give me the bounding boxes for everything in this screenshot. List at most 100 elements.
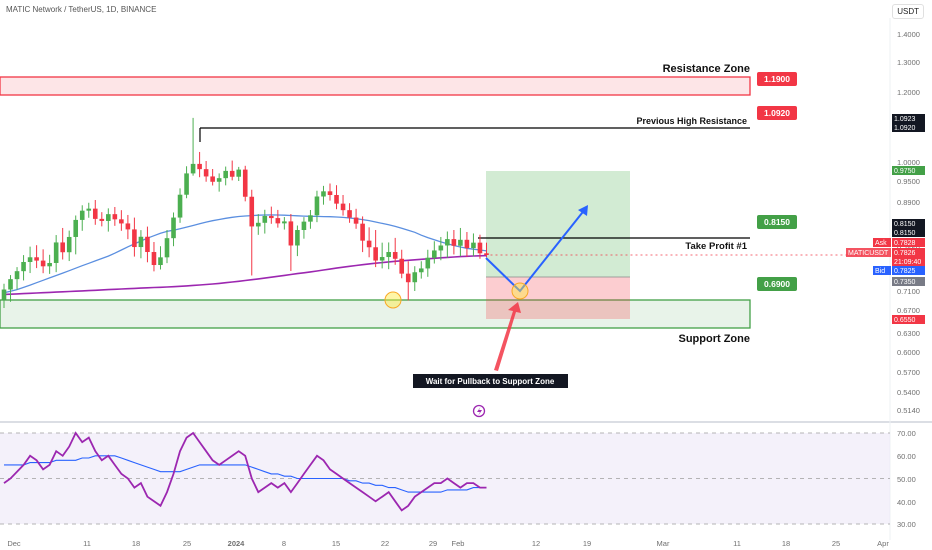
price-tag-tp-bg [892, 219, 925, 228]
y-axis-tick: 1.4000 [897, 30, 920, 39]
support-price-badge: 0.6900 [764, 279, 790, 289]
callout-text: Wait for Pullback to Support Zone [426, 377, 555, 386]
bid-label: Bid [875, 268, 885, 275]
x-axis-tick: 2024 [228, 539, 246, 548]
candle-body [379, 257, 385, 261]
candle-body [484, 253, 489, 255]
callout-box [413, 374, 568, 388]
current-price-tag-bg [892, 248, 925, 257]
x-axis-tick: 15 [332, 539, 340, 548]
candle-body [197, 163, 202, 170]
candle-body [321, 191, 326, 197]
candle-body [106, 214, 111, 221]
projection-path [485, 207, 587, 293]
rsi-axis-tick: 60.00 [897, 452, 916, 461]
candle-body [425, 257, 431, 269]
price-tag-high: 1.0923 [894, 116, 916, 123]
rsi-axis-tick: 50.00 [897, 475, 916, 484]
candle-body [282, 221, 287, 224]
candle-body [392, 252, 398, 259]
candle-body [353, 217, 359, 224]
stop-loss-box [486, 277, 630, 319]
candle-body [373, 247, 378, 261]
ma-slow-line [3, 254, 487, 296]
y-axis-tick: 0.8900 [897, 198, 920, 207]
candle-body [99, 218, 105, 221]
candle-body [314, 196, 320, 216]
candle-body [53, 242, 59, 263]
candle-body [464, 239, 470, 249]
ma-fast-line [3, 214, 487, 294]
y-axis-tick: 0.5700 [897, 368, 920, 377]
price-tag-tp-green: 0.9750 [894, 168, 916, 175]
candle-body [242, 169, 248, 197]
candle-body [301, 221, 307, 230]
support-zone-label: Support Zone [679, 333, 751, 345]
candle-body [190, 163, 196, 174]
candle-body [171, 217, 176, 239]
bid-price: 0.7825 [894, 268, 916, 275]
candle-body [73, 219, 79, 237]
candle-body [236, 169, 242, 177]
x-axis-tick: Apr [877, 539, 889, 548]
y-axis-tick: 1.2000 [897, 88, 920, 97]
candle-body [203, 169, 209, 177]
candle-body [40, 260, 46, 267]
candle-body [360, 223, 365, 241]
price-tag-tp: 0.8150 [894, 221, 916, 228]
candle-body [295, 230, 300, 246]
current-price-tag: 0.7826 [894, 250, 916, 257]
y-axis-tick: 1.0000 [897, 158, 920, 167]
candle-body [132, 229, 137, 248]
resistance-price-badge: 1.1900 [764, 74, 790, 84]
support-zone [0, 299, 751, 329]
price-tag-entry: 0.7350 [894, 279, 916, 286]
candle-body [412, 272, 418, 283]
candle-body [47, 262, 52, 267]
candle-body [340, 203, 346, 211]
symbol-label-bg [846, 248, 891, 257]
take-profit-price-badge-bg [757, 215, 797, 229]
bid-price-bg [892, 266, 925, 275]
price-tag-high-bg [892, 114, 925, 123]
rsi-band [0, 433, 890, 524]
take-profit-price-badge: 0.8150 [764, 217, 790, 227]
candle-body [177, 194, 183, 218]
candle-body [21, 261, 26, 272]
candle-body [125, 223, 131, 230]
projection-arrowhead [578, 205, 588, 216]
x-axis-tick: 12 [532, 539, 540, 548]
y-axis-tick: 0.6300 [897, 329, 920, 338]
candle-body [14, 271, 20, 280]
ask-label: Ask [875, 240, 887, 247]
price-tag-high2: 1.0920 [894, 125, 916, 132]
currency-button[interactable]: USDT [892, 4, 924, 19]
take-profit-box [486, 171, 630, 277]
candle-body [216, 178, 222, 182]
resistance-zone [0, 76, 751, 96]
candle-body [471, 242, 476, 249]
candle-body [386, 252, 391, 258]
candle-body [210, 176, 215, 182]
y-axis-tick: 1.3000 [897, 58, 920, 67]
lightning-icon-ring [472, 404, 486, 418]
candle-body [432, 250, 437, 258]
x-axis-tick: 22 [381, 539, 389, 548]
candle-body [138, 236, 144, 248]
y-axis-tick: 0.9500 [897, 177, 920, 186]
ask-label-bg [873, 238, 891, 247]
candle-body [366, 240, 372, 248]
candle-body [347, 210, 352, 218]
candle-body [334, 195, 339, 204]
resistance-zone-label: Resistance Zone [663, 63, 750, 75]
price-tag-tp2: 0.8150 [894, 230, 916, 237]
candle-body [438, 245, 444, 251]
candle-body [66, 236, 72, 253]
x-axis-tick: 18 [782, 539, 790, 548]
lightning-icon [477, 407, 482, 416]
candle-body [269, 215, 274, 219]
candle-body [8, 279, 13, 290]
candle-body [327, 191, 333, 195]
